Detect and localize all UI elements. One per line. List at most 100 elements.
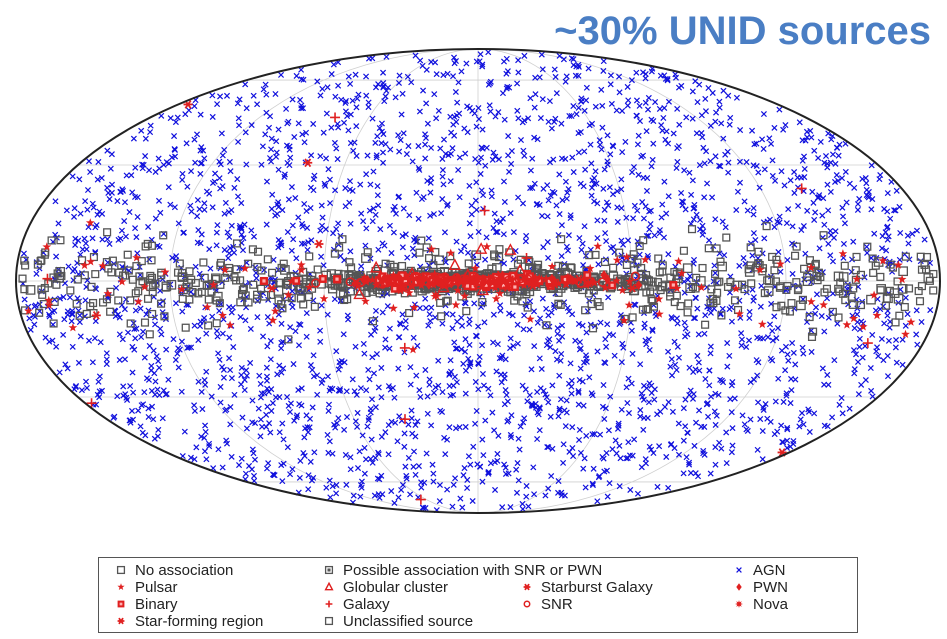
marker-pulsar <box>619 315 629 325</box>
marker-agn <box>648 116 655 123</box>
marker-agn <box>326 438 333 445</box>
marker-agn <box>464 476 471 483</box>
marker-globular-cluster <box>504 243 517 255</box>
marker-agn <box>386 325 393 332</box>
marker-agn <box>304 246 311 253</box>
marker-agn <box>106 240 113 247</box>
marker-agn <box>272 90 279 97</box>
marker-agn <box>557 357 564 364</box>
marker-agn <box>363 171 370 178</box>
marker-unclassified-source <box>923 273 934 283</box>
marker-agn <box>675 143 682 150</box>
marker-agn <box>794 184 802 191</box>
marker-agn <box>531 343 538 350</box>
marker-agn <box>329 450 336 457</box>
marker-star-forming-region <box>491 276 501 286</box>
marker-agn <box>456 110 463 117</box>
marker-agn <box>85 224 92 231</box>
marker-agn <box>357 181 364 188</box>
marker-agn <box>435 107 442 114</box>
marker-agn <box>602 256 609 263</box>
marker-agn <box>749 127 756 134</box>
marker-agn <box>503 392 510 399</box>
marker-agn <box>565 232 572 239</box>
marker-unclassified-source <box>763 286 774 296</box>
marker-agn <box>172 300 180 307</box>
marker-agn <box>187 454 194 461</box>
marker-agn <box>836 141 843 148</box>
marker-agn <box>759 136 766 143</box>
marker-no-association <box>181 323 190 332</box>
marker-no-association <box>794 284 803 293</box>
marker-agn <box>627 486 634 493</box>
marker-agn <box>528 366 535 373</box>
marker-agn <box>145 413 152 421</box>
marker-agn <box>658 122 665 129</box>
marker-agn <box>48 308 56 315</box>
marker-agn <box>263 91 270 98</box>
marker-no-association <box>534 260 543 269</box>
marker-agn <box>267 356 274 363</box>
marker-agn <box>284 229 291 236</box>
marker-agn <box>215 446 222 453</box>
marker-agn <box>529 184 536 191</box>
marker-agn <box>546 336 553 343</box>
marker-agn <box>194 239 201 246</box>
marker-agn <box>664 76 671 83</box>
marker-agn <box>439 388 446 396</box>
marker-binary <box>669 280 678 289</box>
marker-agn <box>669 408 676 415</box>
marker-agn <box>120 383 127 390</box>
marker-agn <box>590 465 597 472</box>
marker-agn <box>875 353 882 360</box>
marker-pulsar <box>404 288 414 297</box>
marker-agn <box>606 184 613 191</box>
marker-agn <box>288 247 295 254</box>
marker-agn <box>281 171 288 178</box>
marker-unclassified-source <box>434 255 445 266</box>
marker-agn <box>842 168 849 175</box>
marker-no-association <box>777 301 786 310</box>
marker-agn <box>545 254 552 261</box>
marker-agn <box>827 252 834 259</box>
marker-agn <box>364 423 371 430</box>
marker-agn <box>580 465 587 472</box>
marker-agn <box>829 258 837 265</box>
marker-agn <box>527 95 534 102</box>
marker-agn <box>618 237 625 244</box>
marker-agn <box>454 99 461 106</box>
marker-agn <box>755 399 762 406</box>
marker-agn <box>648 163 655 170</box>
marker-no-association <box>278 304 287 313</box>
marker-agn <box>424 410 431 417</box>
marker-agn <box>258 390 265 397</box>
marker-agn <box>155 197 163 204</box>
marker-agn <box>625 439 632 446</box>
marker-agn <box>350 147 357 154</box>
marker-pwn <box>600 270 608 281</box>
marker-agn <box>575 72 582 79</box>
marker-agn <box>790 349 797 356</box>
marker-agn <box>287 400 294 407</box>
marker-agn <box>267 429 274 436</box>
marker-agn <box>367 181 374 188</box>
marker-star-forming-region <box>532 278 542 288</box>
marker-agn <box>831 357 838 364</box>
marker-agn <box>717 376 724 383</box>
marker-agn <box>733 94 740 101</box>
marker-agn <box>834 177 842 184</box>
marker-agn <box>307 204 314 212</box>
marker-agn <box>416 108 423 115</box>
marker-agn <box>680 470 687 477</box>
marker-agn <box>104 147 111 154</box>
marker-agn <box>494 341 501 348</box>
marker-agn <box>388 250 395 257</box>
marker-no-association <box>629 250 638 259</box>
sky-map-boundary <box>15 48 941 514</box>
marker-agn <box>801 174 808 181</box>
marker-agn <box>490 311 497 318</box>
marker-agn <box>103 356 110 363</box>
marker-agn <box>530 308 538 315</box>
marker-pulsar <box>547 262 557 271</box>
marker-no-association <box>284 335 293 344</box>
